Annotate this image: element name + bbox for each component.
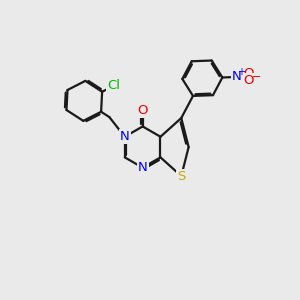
Text: −: − — [252, 72, 261, 82]
Text: +: + — [238, 67, 245, 77]
Text: O: O — [243, 74, 254, 87]
Text: O: O — [137, 104, 148, 117]
Text: Cl: Cl — [107, 79, 120, 92]
Text: N: N — [120, 130, 130, 143]
Text: O: O — [243, 67, 254, 80]
Text: S: S — [177, 169, 185, 183]
Text: N: N — [138, 161, 148, 174]
Text: N: N — [232, 70, 242, 83]
